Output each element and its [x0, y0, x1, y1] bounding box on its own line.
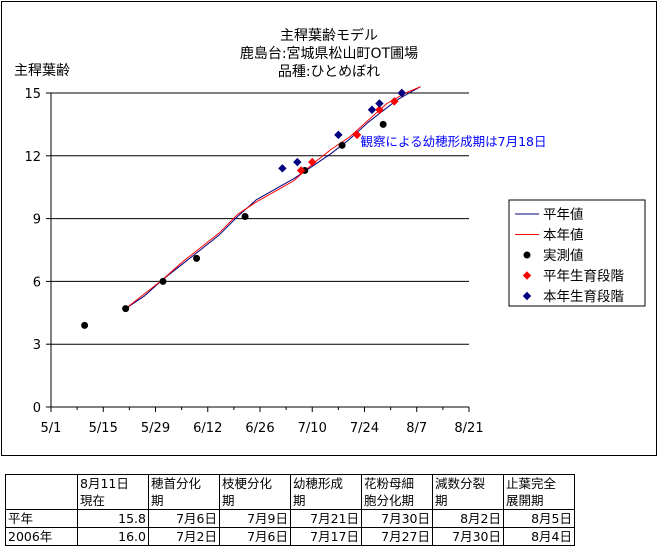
data-point-stage [375, 105, 384, 114]
series-layer [81, 86, 421, 329]
data-point-measured [379, 120, 387, 128]
legend-label: 実測値 [543, 248, 584, 264]
table-cell: 7月6日 [219, 527, 291, 546]
table-cell: 7月30日 [361, 509, 433, 528]
series-line [125, 86, 421, 309]
legend-label: 本年値 [543, 228, 584, 244]
data-point-measured [159, 277, 167, 285]
table-header-cell: 8月11日 現在 [77, 474, 149, 510]
x-tick-label: 5/15 [89, 421, 118, 436]
x-tick-label: 6/12 [193, 421, 222, 436]
data-point-stage [367, 105, 377, 114]
chart-frame: 主稈葉齢モデル 鹿島台:宮城県松山町OT圃場 品種:ひとめぼれ 主稈葉齢 0 3 6 9 1… [1, 1, 657, 456]
x-tick-label: 6/26 [245, 421, 274, 436]
x-tick-label: 5/29 [141, 421, 170, 436]
data-point-measured [122, 305, 130, 313]
table-cell: 8月5日 [503, 509, 575, 528]
legend-swatch [522, 271, 532, 280]
x-tick-label: 7/10 [298, 421, 327, 436]
data-point-measured [338, 141, 346, 149]
table-header-row: 8月11日 現在 穂首分化期枝梗分化期幼穂形成期花粉母細 胞分化期 減数分裂期止葉完全展… [5, 474, 575, 510]
data-point-stage [293, 157, 302, 167]
data-point-stage [278, 164, 287, 173]
y-tick-label: 12 [24, 150, 41, 165]
table-cell: 7月27日 [361, 527, 433, 546]
table-cell: 16.0 [77, 527, 149, 546]
table-row-label: 平年 [5, 509, 78, 528]
legend-label: 平年値 [543, 207, 584, 223]
data-point-stage [308, 157, 317, 167]
data-point-measured [241, 213, 249, 221]
stage-table: 8月11日 現在 穂首分化期枝梗分化期幼穂形成期花粉母細 胞分化期 減数分裂期止葉完全展… [5, 474, 575, 546]
y-axis-label: 主稈葉齢 [14, 63, 70, 79]
y-tick-label: 3 [33, 338, 41, 353]
table-header-cell: 減数分裂期 [432, 474, 504, 510]
legend-label: 平年生育段階 [543, 269, 624, 285]
chart-title-line: 品種:ひとめぼれ [278, 64, 380, 80]
data-point-stage [334, 130, 343, 140]
x-tick-label: 7/24 [350, 421, 379, 436]
table-row: 平年 15.8 7月6日 7月9日 7月21日 7月30日 8月2日 8月5日 [5, 509, 575, 528]
x-tick-label: 5/1 [41, 421, 62, 436]
y-tick-label: 9 [33, 213, 41, 228]
data-point-stage [397, 88, 407, 98]
annotation-text: 観察による幼穂形成期は7月18日 [361, 134, 547, 149]
table-header-cell: 止葉完全 展開期 [503, 474, 575, 510]
table-cell: 7月17日 [290, 527, 362, 546]
table-header-cell: 穂首分化期 [148, 474, 220, 510]
chart-title-line: 主稈葉齢モデル [280, 27, 378, 44]
chart-title-line: 鹿島台:宮城県松山町OT圃場 [240, 45, 418, 62]
table-cell: 7月21日 [290, 509, 362, 528]
data-point-stage [375, 99, 384, 108]
axes [50, 93, 470, 412]
table-cell: 7月6日 [148, 509, 220, 528]
table-header-cell [5, 474, 78, 510]
table-header-cell: 幼穂形成期 [290, 474, 362, 510]
table-cell: 7月30日 [432, 527, 504, 546]
data-point-stage [390, 97, 399, 106]
y-tick-label: 0 [33, 401, 41, 416]
y-tick-label: 6 [33, 275, 41, 290]
x-tick-label: 8/21 [454, 421, 483, 436]
legend-box [508, 199, 646, 307]
plot-area [51, 93, 469, 407]
series-line [125, 86, 421, 310]
table-header-cell: 花粉母細 胞分化期 [361, 474, 433, 510]
table-cell: 8月2日 [432, 509, 504, 528]
tick-labels: 0 3 6 9 12 15 5/1 5/15 5/29 6/12 6/26 7/10 7/24 8/7 8/… [24, 87, 483, 436]
legend-swatch [523, 251, 531, 259]
table-row: 2006年 16.0 7月2日 7月6日 7月17日 7月27日 7月30日 8月4日 [5, 527, 575, 546]
table-row-label: 2006年 [5, 527, 78, 546]
y-tick-label: 15 [24, 87, 41, 102]
table-cell: 8月4日 [503, 527, 575, 546]
table-header-cell: 枝梗分化期 [219, 474, 291, 510]
data-point-measured [81, 321, 89, 329]
table-cell: 15.8 [77, 509, 149, 528]
legend-label: 本年生育段階 [543, 289, 624, 305]
x-tick-label: 8/7 [406, 421, 427, 436]
data-point-stage [352, 130, 362, 140]
table-cell: 7月2日 [148, 527, 220, 546]
data-point-measured [193, 254, 201, 262]
legend-swatch [522, 291, 532, 301]
table-cell: 7月9日 [219, 509, 291, 528]
data-point-stage [296, 166, 306, 175]
